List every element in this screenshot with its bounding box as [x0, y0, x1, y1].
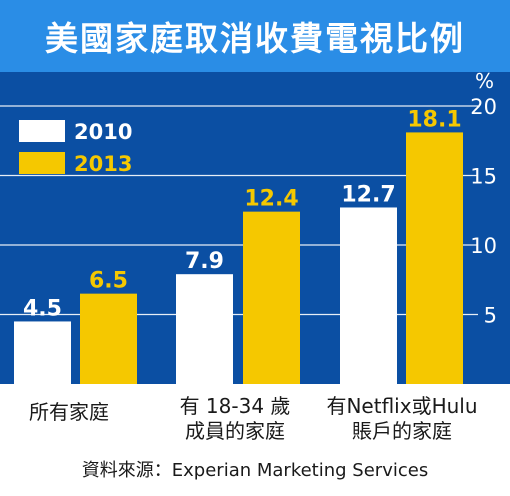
category-label-streaming: 有Netflix或Hulu 賬戶的家庭: [326, 394, 478, 443]
data-label-2010-1: 7.9: [185, 249, 224, 274]
legend-label-2010: 2010: [74, 120, 132, 144]
data-label-2013-1: 12.4: [244, 187, 298, 212]
y-tick-label: 15: [470, 165, 497, 189]
bar-2010-0: [14, 321, 71, 384]
category-label-young: 有 18-34 歲 成員的家庭: [179, 394, 291, 443]
chart-title: 美國家庭取消收費電視比例: [0, 0, 510, 72]
legend-swatch-2010: [19, 120, 65, 142]
bar-2010-2: [340, 207, 397, 384]
y-unit-label: %: [475, 69, 494, 93]
legend-swatch-2013: [19, 152, 65, 174]
y-tick-label: 10: [470, 234, 497, 258]
legend-label-2013: 2013: [74, 152, 132, 176]
bar-2013-0: [80, 293, 137, 384]
data-label-2013-0: 6.5: [89, 269, 128, 294]
bar-2010-1: [176, 274, 233, 384]
data-label-2013-2: 18.1: [407, 107, 461, 132]
y-tick-label: 5: [484, 304, 497, 328]
data-label-2010-2: 12.7: [341, 182, 395, 207]
bar-2013-1: [243, 211, 300, 384]
category-area: 所有家庭 有 18-34 歲 成員的家庭 有Netflix或Hulu 賬戶的家庭: [0, 384, 510, 496]
bar-2013-2: [406, 132, 463, 384]
data-label-2010-0: 4.5: [23, 296, 62, 321]
category-label-all: 所有家庭: [29, 400, 109, 424]
source-note: 資料來源：Experian Marketing Services: [81, 460, 429, 481]
y-tick-label: 20: [470, 95, 497, 119]
